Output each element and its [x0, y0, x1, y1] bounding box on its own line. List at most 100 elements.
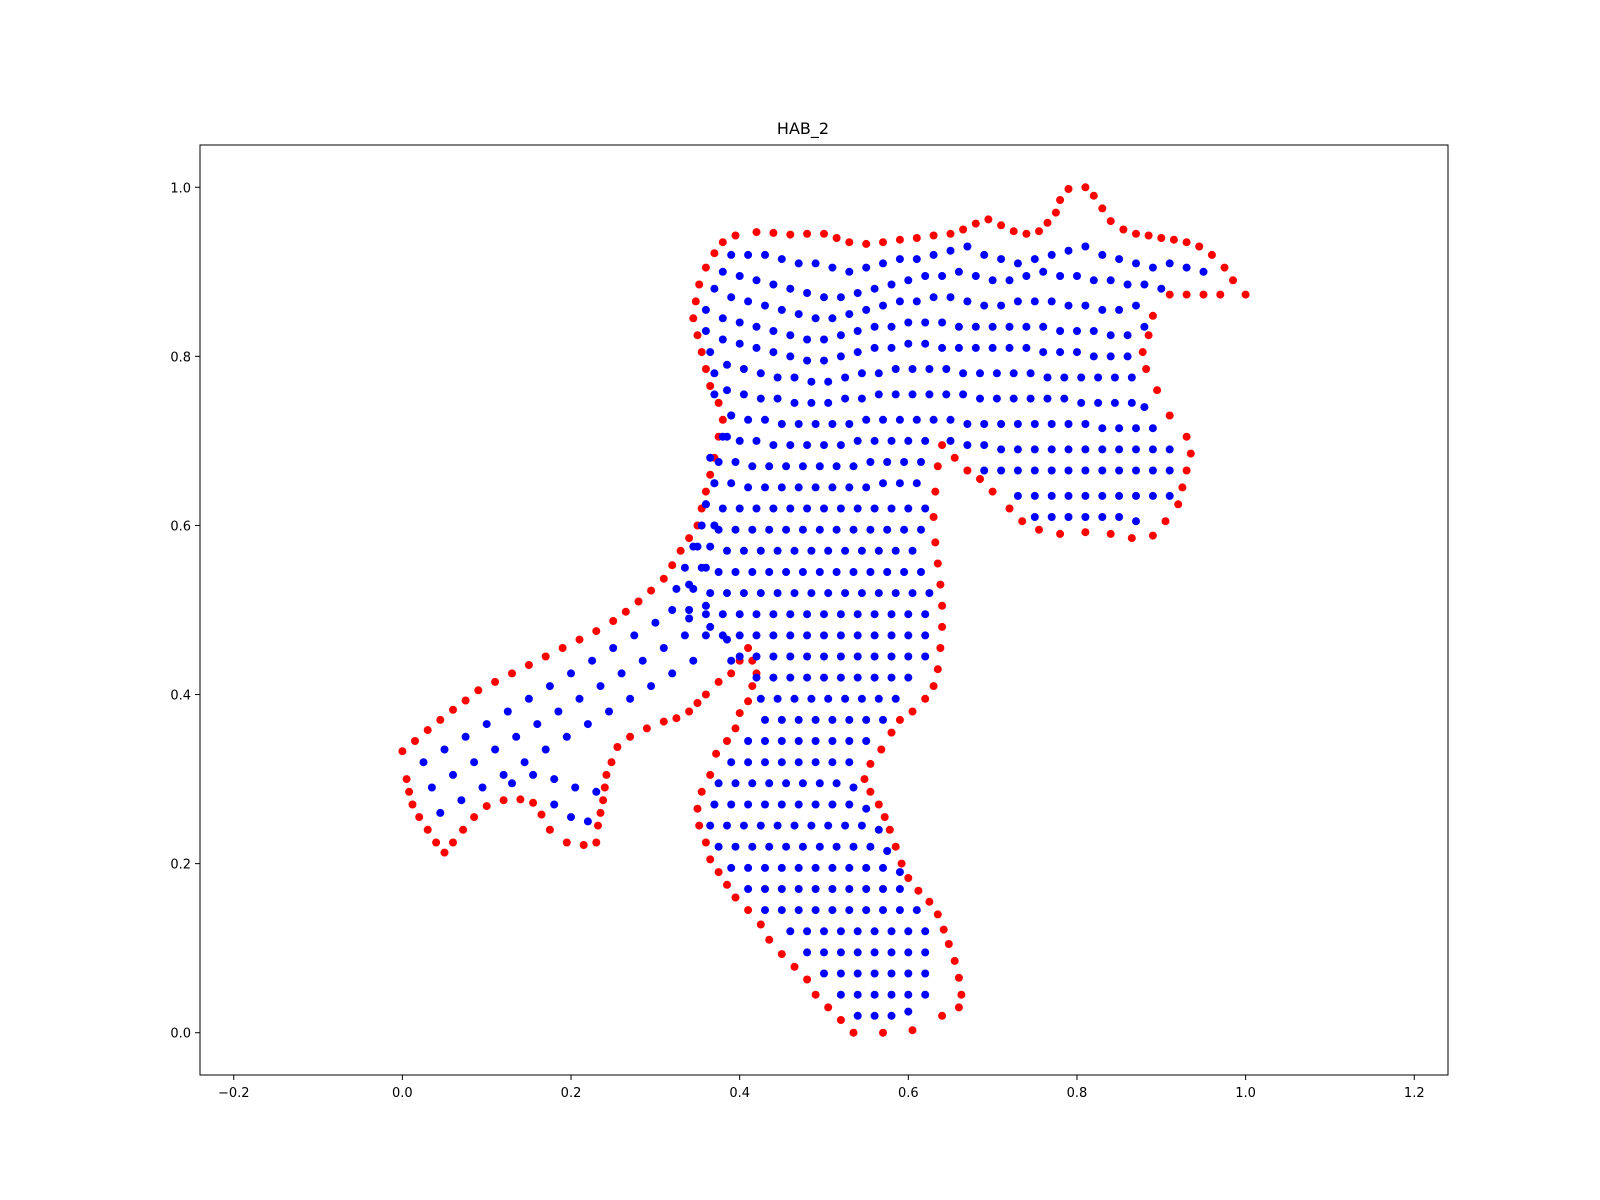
point-series-1-273: [1132, 424, 1140, 433]
point-series-1-531: [828, 800, 837, 809]
point-series-1-496: [845, 715, 854, 724]
point-series-1-255: [828, 420, 837, 428]
point-series-1-574: [862, 885, 871, 893]
point-series-0-66: [1089, 191, 1098, 200]
point-series-1-483: [773, 694, 782, 703]
point-series-1-420: [773, 589, 782, 598]
point-series-1-227: [790, 398, 799, 407]
point-series-1-121: [1157, 284, 1166, 293]
point-series-0-111: [929, 513, 938, 521]
point-series-0-49: [879, 238, 887, 247]
point-series-0-196: [529, 798, 538, 807]
point-series-1-456: [870, 631, 879, 640]
point-series-1-341: [1030, 491, 1039, 500]
point-series-0-71: [1144, 231, 1153, 240]
point-series-1-504: [828, 737, 837, 745]
point-series-1-407: [815, 568, 824, 576]
point-series-1-135: [946, 293, 955, 302]
point-series-0-46: [832, 234, 841, 242]
point-series-1-471: [921, 652, 930, 661]
point-series-0-12: [575, 635, 584, 644]
point-series-1-171: [1106, 331, 1115, 340]
point-series-1-477: [836, 673, 845, 682]
point-series-1-313: [900, 458, 909, 466]
point-series-0-193: [562, 838, 571, 847]
point-series-0-101: [1035, 525, 1043, 534]
point-series-0-119: [929, 682, 938, 691]
point-series-1-243: [1060, 394, 1069, 403]
point-series-0-185: [607, 758, 616, 767]
point-series-1-526: [744, 800, 753, 809]
point-series-1-540: [807, 821, 816, 830]
point-series-1-497: [862, 715, 871, 724]
point-series-1-285: [887, 436, 896, 445]
point-series-1-260: [912, 415, 921, 424]
point-series-1-217: [1043, 373, 1052, 382]
point-series-1-560: [794, 863, 803, 872]
point-series-1-543: [857, 821, 866, 830]
point-series-1-337: [879, 479, 887, 488]
point-series-1-226: [773, 394, 782, 403]
point-series-1-27: [478, 783, 487, 792]
point-series-1-304: [748, 462, 757, 471]
point-series-0-72: [1157, 234, 1166, 242]
point-series-1-76: [879, 259, 887, 268]
point-series-1-516: [731, 779, 740, 788]
point-series-1-42: [592, 787, 601, 796]
point-series-1-172: [1123, 331, 1132, 340]
point-series-1-488: [857, 694, 866, 703]
point-series-1-17: [533, 720, 542, 729]
point-series-1-607: [870, 969, 879, 978]
point-series-0-112: [931, 538, 940, 547]
point-series-1-495: [828, 715, 837, 724]
point-series-0-54: [959, 225, 968, 234]
point-series-0-32: [697, 348, 706, 357]
point-series-1-428: [908, 589, 917, 598]
point-series-1-324: [1132, 466, 1140, 475]
point-series-1-181: [853, 348, 862, 357]
point-series-1-263: [963, 420, 972, 428]
point-series-1-0: [419, 758, 428, 767]
point-series-1-103: [853, 289, 862, 297]
point-series-0-19: [668, 561, 677, 570]
point-series-0-61: [1043, 218, 1052, 227]
point-series-1-326: [1165, 466, 1174, 475]
point-series-1-272: [1115, 424, 1124, 433]
point-series-1-119: [1123, 280, 1132, 289]
point-series-1-158: [887, 322, 896, 331]
point-series-1-373: [731, 525, 740, 534]
point-series-1-295: [1064, 445, 1073, 454]
point-series-1-101: [820, 293, 828, 302]
point-series-1-187: [954, 343, 963, 352]
point-series-1-208: [891, 365, 900, 373]
point-series-1-450: [769, 631, 778, 640]
point-series-1-503: [811, 737, 820, 745]
point-series-1-618: [870, 1011, 879, 1020]
point-series-0-24: [701, 487, 710, 496]
point-series-1-118: [1106, 276, 1115, 285]
point-series-1-597: [820, 948, 828, 957]
point-series-0-102: [1018, 517, 1027, 526]
point-series-1-123: [744, 297, 753, 306]
point-series-0-155: [744, 906, 753, 915]
point-series-1-452: [803, 631, 812, 640]
point-series-0-80: [1216, 290, 1225, 299]
point-series-1-575: [879, 885, 887, 893]
point-series-0-87: [1142, 365, 1151, 373]
point-series-0-92: [1182, 466, 1191, 475]
point-series-1-165: [1005, 322, 1014, 331]
point-series-1-69: [761, 250, 769, 259]
point-series-1-604: [820, 969, 828, 978]
point-series-1-100: [803, 289, 812, 297]
point-series-0-190: [594, 821, 602, 830]
point-series-1-374: [748, 525, 757, 534]
point-series-0-184: [613, 743, 622, 751]
point-series-0-158: [714, 868, 723, 877]
point-series-0-29: [714, 398, 723, 407]
point-series-1-332: [794, 483, 803, 492]
point-series-1-318: [1030, 466, 1039, 475]
point-series-0-202: [449, 838, 457, 847]
point-series-0-187: [600, 783, 609, 792]
point-series-1-370: [1132, 517, 1140, 526]
point-series-1-2: [461, 732, 470, 741]
